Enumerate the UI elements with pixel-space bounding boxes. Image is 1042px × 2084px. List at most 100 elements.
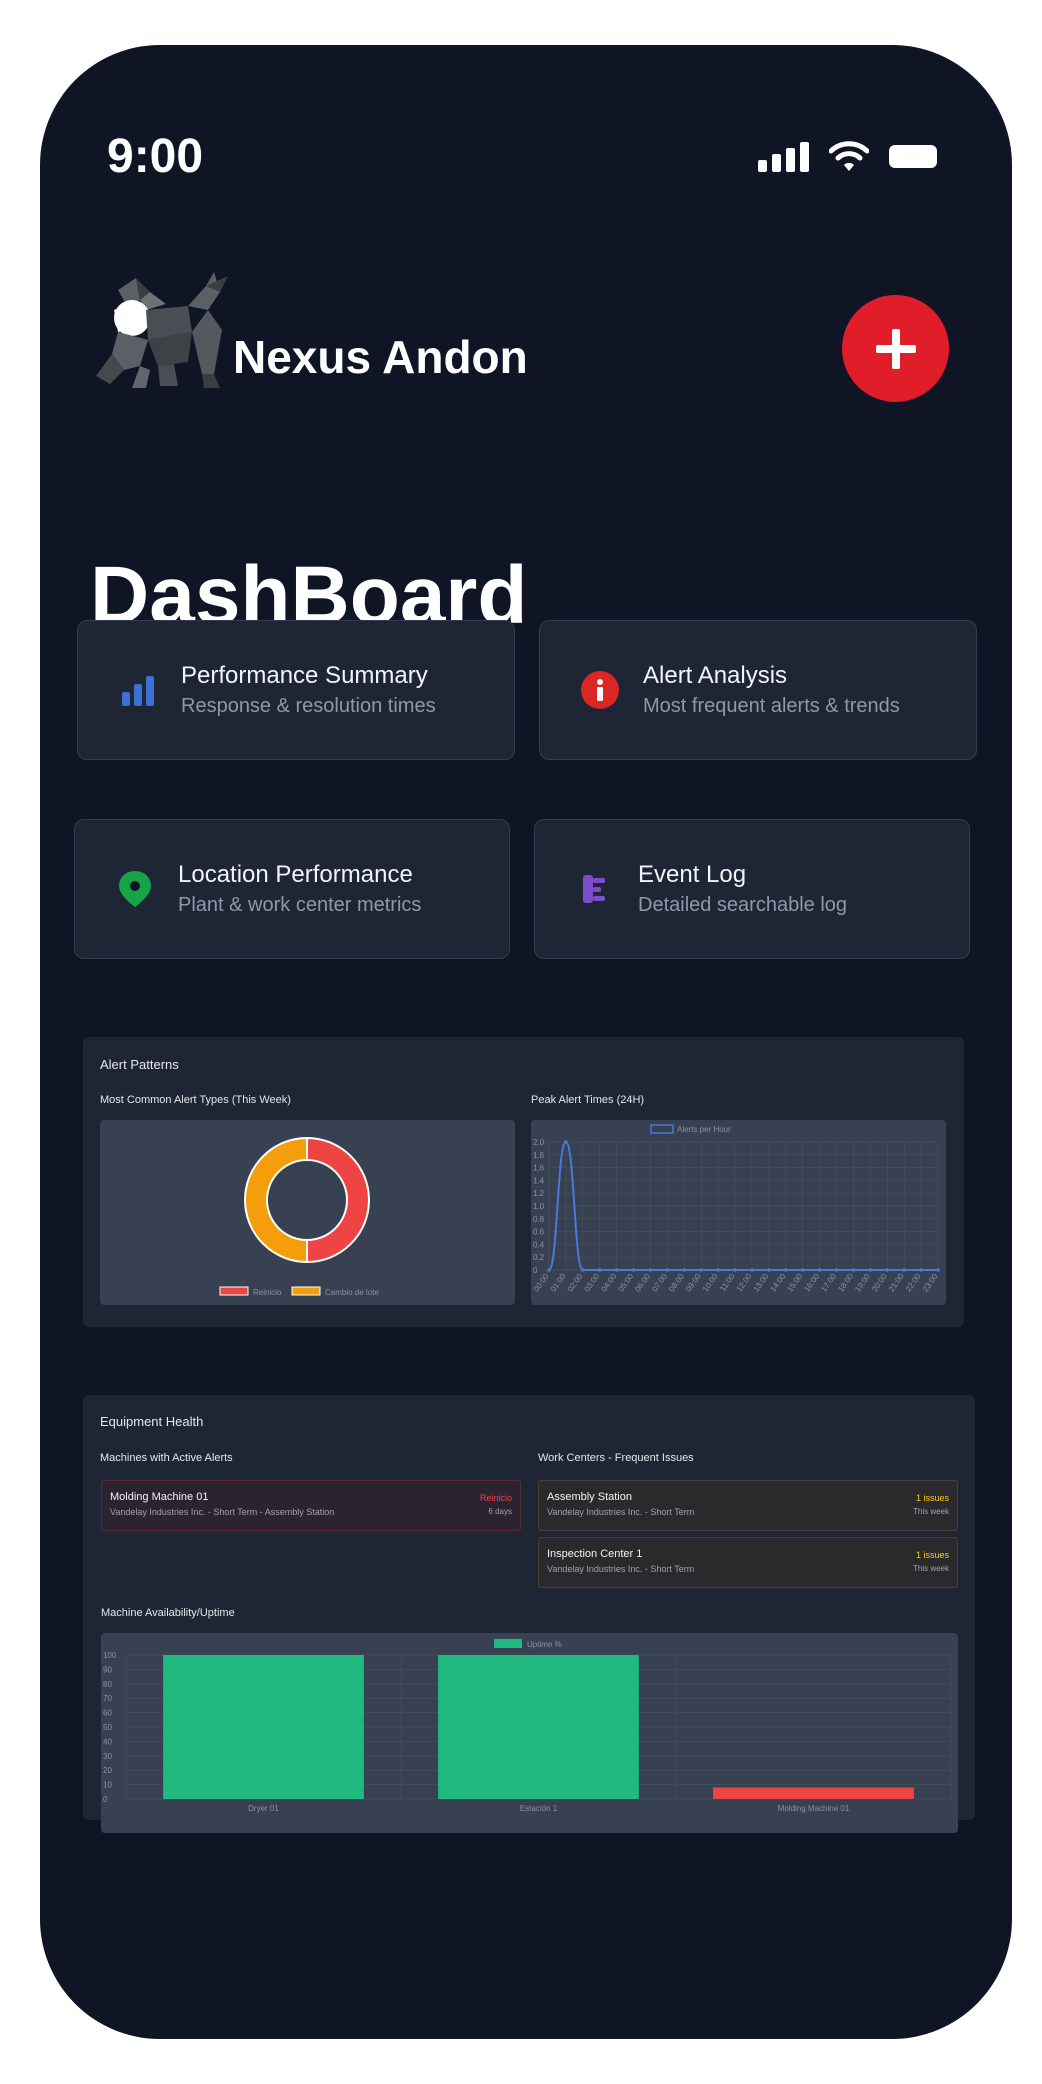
section-title: Equipment Health xyxy=(100,1414,204,1429)
section-title: Alert Patterns xyxy=(100,1057,179,1072)
data-point xyxy=(885,1268,890,1272)
workcenter-name: Assembly Station xyxy=(547,1491,632,1503)
x-tick-label: 16:00 xyxy=(802,1272,821,1294)
y-tick-label: 30 xyxy=(103,1752,112,1761)
card-alert-analysis[interactable]: Alert Analysis Most frequent alerts & tr… xyxy=(539,620,977,760)
y-tick-label: 0.4 xyxy=(533,1240,545,1249)
data-point xyxy=(868,1268,873,1272)
uptime-title: Machine Availability/Uptime xyxy=(101,1607,235,1619)
donut-chart-svg: Reinicio Cambio de lote xyxy=(219,1136,379,1297)
x-tick-label: 07:00 xyxy=(650,1272,669,1294)
data-point xyxy=(817,1268,822,1272)
legend-swatch xyxy=(291,1286,321,1296)
location-pin-icon xyxy=(115,869,155,909)
data-point xyxy=(919,1268,923,1272)
machine-alert-item[interactable]: Molding Machine 01 Vandelay Industries I… xyxy=(101,1480,521,1531)
data-point xyxy=(834,1268,839,1272)
y-tick-label: 80 xyxy=(103,1680,112,1689)
data-point xyxy=(733,1268,737,1272)
data-point xyxy=(614,1268,619,1272)
card-location-performance[interactable]: Location Performance Plant & work center… xyxy=(74,819,510,959)
machine-name: Molding Machine 01 xyxy=(110,1491,209,1503)
data-point xyxy=(699,1268,704,1272)
y-tick-label: 1.8 xyxy=(533,1151,545,1160)
data-point xyxy=(665,1268,670,1272)
x-tick-label: 22:00 xyxy=(904,1272,923,1294)
data-point xyxy=(783,1268,788,1272)
donut-slice xyxy=(306,1136,370,1264)
x-tick-label: 18:00 xyxy=(836,1272,855,1294)
machine-detail: Vandelay Industries Inc. - Short Term - … xyxy=(110,1507,335,1517)
status-time: 9:00 xyxy=(107,130,204,183)
workcenter-issues-badge: 1 issues xyxy=(915,1493,949,1503)
card-subtitle: Detailed searchable log xyxy=(638,893,848,916)
donut-slice xyxy=(244,1136,308,1264)
info-icon xyxy=(580,670,620,710)
y-tick-label: 1.4 xyxy=(533,1176,545,1185)
card-event-log[interactable]: Event Log Detailed searchable log xyxy=(534,819,970,959)
battery-icon xyxy=(889,144,937,168)
card-title: Performance Summary xyxy=(181,662,428,690)
workcenter-issues-badge: 1 issues xyxy=(915,1550,949,1560)
x-tick-label: 20:00 xyxy=(870,1272,889,1294)
machine-alert-meta: 6 days xyxy=(488,1507,512,1516)
data-point xyxy=(716,1268,720,1272)
y-tick-label: 1.2 xyxy=(533,1189,545,1198)
y-tick-label: 1.0 xyxy=(533,1202,545,1211)
y-tick-label: 1.6 xyxy=(533,1164,545,1173)
workcenter-detail: Vandelay Industries Inc. - Short Term xyxy=(547,1564,695,1574)
workcenter-name: Inspection Center 1 xyxy=(547,1548,643,1560)
y-tick-label: 0.2 xyxy=(533,1253,545,1262)
uptime-bar xyxy=(713,1787,914,1799)
legend-swatch xyxy=(219,1286,249,1296)
y-tick-label: 90 xyxy=(103,1665,112,1674)
x-tick-label: 11:00 xyxy=(718,1272,737,1294)
workcenter-item[interactable]: Assembly Station Vandelay Industries Inc… xyxy=(538,1480,958,1531)
brand-name: Nexus Andon xyxy=(233,331,528,383)
wifi-icon xyxy=(829,141,869,171)
equipment-health-section: Equipment Health Machines with Active Al… xyxy=(83,1395,975,1833)
y-tick-label: 20 xyxy=(103,1766,112,1775)
workcenter-meta: This week xyxy=(912,1507,949,1516)
uptime-bar xyxy=(438,1655,639,1799)
y-tick-label: 70 xyxy=(103,1694,112,1703)
x-tick-label: 23:00 xyxy=(921,1272,940,1294)
legend-swatch xyxy=(650,1124,674,1134)
x-tick-label: 17:00 xyxy=(819,1272,838,1294)
card-performance-summary[interactable]: Performance Summary Response & resolutio… xyxy=(77,620,515,760)
line-chart-svg: 2.01.81.61.41.21.00.80.60.40.2000:0001:0… xyxy=(532,1124,940,1294)
x-tick-label: 08:00 xyxy=(667,1272,686,1294)
machines-title: Machines with Active Alerts xyxy=(100,1452,233,1464)
alert-patterns-section: Alert Patterns Most Common Alert Types (… xyxy=(83,1037,964,1327)
uptime-bar xyxy=(163,1655,364,1799)
card-subtitle: Most frequent alerts & trends xyxy=(643,694,900,717)
x-tick-label: 04:00 xyxy=(599,1272,618,1294)
x-tick-label: 12:00 xyxy=(735,1272,754,1294)
y-tick-label: 0.8 xyxy=(533,1215,545,1224)
x-tick-label: 02:00 xyxy=(566,1272,585,1294)
card-subtitle: Plant & work center metrics xyxy=(178,893,422,916)
y-tick-label: 0 xyxy=(533,1266,538,1275)
x-tick-label: 21:00 xyxy=(887,1272,906,1294)
machine-alert-badge: Reinicio xyxy=(479,1493,512,1503)
x-tick-label: 09:00 xyxy=(684,1272,703,1294)
y-tick-label: 2.0 xyxy=(533,1138,545,1147)
data-point xyxy=(682,1268,687,1272)
x-tick-label: Molding Machine 01 xyxy=(778,1804,850,1813)
x-tick-label: 15:00 xyxy=(785,1272,804,1294)
y-tick-label: 100 xyxy=(103,1651,117,1660)
y-tick-label: 50 xyxy=(103,1723,112,1732)
legend-label: Uptime % xyxy=(527,1640,562,1649)
workcenter-item[interactable]: Inspection Center 1 Vandelay Industries … xyxy=(538,1537,958,1588)
x-tick-label: 05:00 xyxy=(616,1272,635,1294)
add-button[interactable] xyxy=(842,295,949,402)
y-tick-label: 40 xyxy=(103,1737,112,1746)
workcenters-title: Work Centers - Frequent Issues xyxy=(538,1452,694,1464)
card-title: Event Log xyxy=(638,861,747,889)
plus-icon xyxy=(875,328,916,369)
data-point xyxy=(631,1268,636,1272)
line-chart-title: Peak Alert Times (24H) xyxy=(531,1094,645,1106)
x-tick-label: 03:00 xyxy=(583,1272,602,1294)
data-point xyxy=(851,1268,856,1272)
